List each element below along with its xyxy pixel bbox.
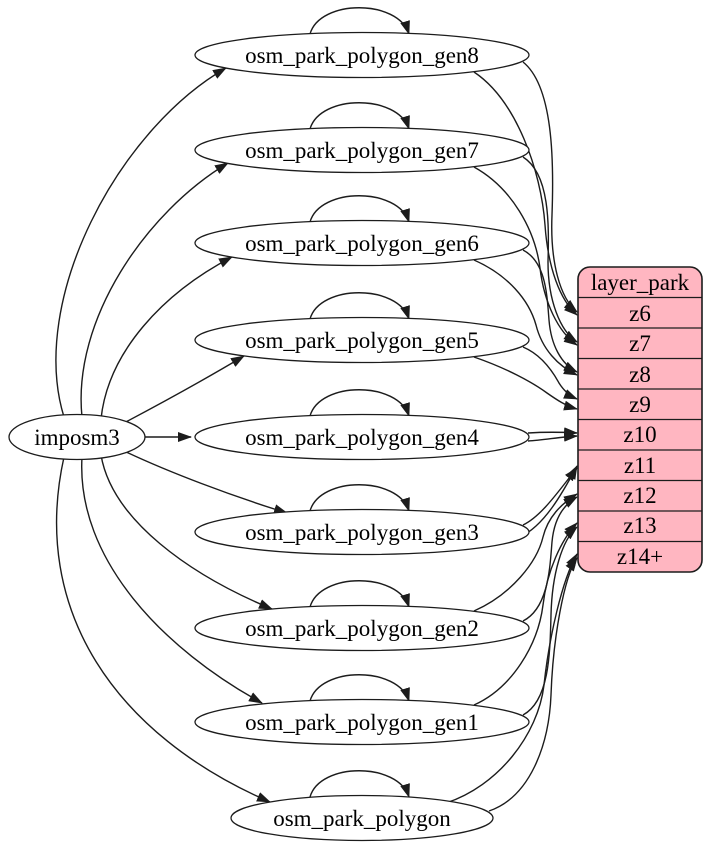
gen1-label: osm_park_polygon_gen1 (245, 710, 479, 735)
node-osm-park-polygon-gen3: osm_park_polygon_gen3 (194, 508, 530, 556)
edge-gen7-to-z7-a (522, 156, 578, 343)
gen6-label: osm_park_polygon_gen6 (245, 231, 479, 256)
edge-gen6-to-z8-b (473, 259, 578, 376)
edge-gen3-to-z11-a (522, 467, 578, 526)
edge-gen3-to-z11-b (519, 465, 578, 538)
edge-gen5-to-z9-a (522, 346, 578, 400)
edge-imposm3-to-gen7 (80, 162, 229, 418)
node-osm-park-polygon-gen6: osm_park_polygon_gen6 (194, 219, 530, 267)
edge-imposm3-to-gen2 (100, 454, 273, 610)
imposm3-ellipse (8, 413, 146, 461)
edge-gen6-to-z8-a (522, 249, 578, 373)
gen4-label: osm_park_polygon_gen4 (245, 425, 479, 450)
self-loop-gen1 (309, 674, 410, 702)
row-z8: z8 (629, 362, 651, 387)
node-osm-park-polygon-gen5: osm_park_polygon_gen5 (194, 316, 530, 364)
gen8-ellipse (194, 31, 530, 79)
polygon-label: osm_park_polygon (273, 806, 451, 831)
edge-imposm3-to-gen5 (121, 355, 245, 425)
edge-gen1-to-z13-b (473, 522, 578, 706)
edge-imposm3-to-gen1 (81, 456, 263, 704)
self-loop-gen5 (309, 292, 410, 320)
gen4-ellipse (194, 413, 530, 461)
edge-imposm3-to-gen3 (121, 449, 288, 514)
edge-imposm3-to-polygon (55, 456, 271, 803)
edge-gen2-to-z12-b (473, 493, 578, 612)
self-loop-polygon (309, 770, 410, 798)
row-z13: z13 (623, 513, 656, 538)
self-loop-gen4 (309, 389, 410, 417)
node-osm-park-polygon: osm_park_polygon (230, 794, 494, 842)
row-z11: z11 (624, 453, 656, 478)
node-osm-park-polygon-gen2: osm_park_polygon_gen2 (194, 604, 530, 652)
gen3-label: osm_park_polygon_gen3 (245, 520, 479, 545)
gen6-ellipse (194, 219, 530, 267)
row-z14plus: z14+ (617, 544, 663, 569)
node-osm-park-polygon-gen4: osm_park_polygon_gen4 (194, 413, 530, 461)
node-layer-park: layer_park z6 z7 z8 z9 z10 z11 z12 z13 z… (577, 266, 703, 573)
gen7-label: osm_park_polygon_gen7 (245, 138, 479, 163)
self-loop-gen3 (309, 484, 410, 512)
edges-from-imposm3 (55, 67, 288, 803)
edge-polygon-to-z14-a (488, 557, 578, 812)
gen2-ellipse (194, 604, 530, 652)
self-loop-gen6 (309, 195, 410, 223)
edge-gen1-to-z13-a (522, 526, 578, 716)
gen2-label: osm_park_polygon_gen2 (245, 616, 479, 641)
imposm3-label: imposm3 (34, 425, 120, 450)
edge-imposm3-to-gen6 (100, 256, 233, 420)
node-osm-park-polygon-gen8: osm_park_polygon_gen8 (194, 31, 530, 79)
edge-imposm3-to-gen8 (55, 67, 227, 418)
self-loops (309, 7, 410, 798)
node-osm-park-polygon-gen1: osm_park_polygon_gen1 (194, 698, 530, 746)
self-loop-gen8 (309, 7, 410, 35)
row-z9: z9 (629, 392, 651, 417)
edges-to-layer-park (445, 61, 578, 812)
gen3-ellipse (194, 508, 530, 556)
row-z6: z6 (629, 301, 651, 326)
gen5-label: osm_park_polygon_gen5 (245, 328, 479, 353)
self-loop-gen7 (309, 102, 410, 130)
edge-gen4-to-z10-b (527, 431, 578, 442)
gen8-label: osm_park_polygon_gen8 (245, 43, 479, 68)
edge-gen5-to-z9-b (473, 356, 578, 411)
edge-gen2-to-z12-a (522, 496, 578, 622)
edge-gen4-to-z10-a (527, 427, 578, 438)
gen5-ellipse (194, 316, 530, 364)
gen7-ellipse (194, 126, 530, 174)
polygon-ellipse (230, 794, 494, 842)
edge-polygon-to-z14-b (445, 553, 578, 804)
gen1-ellipse (194, 698, 530, 746)
self-loop-gen2 (309, 580, 410, 608)
layer-park-title: layer_park (591, 270, 690, 295)
node-imposm3: imposm3 (8, 413, 146, 461)
row-z12: z12 (623, 483, 656, 508)
node-osm-park-polygon-gen7: osm_park_polygon_gen7 (194, 126, 530, 174)
edge-gen8-to-z6-a (522, 61, 578, 313)
edge-gen8-to-z6-b (473, 71, 578, 316)
row-z7: z7 (629, 331, 651, 356)
row-z10: z10 (623, 422, 656, 447)
